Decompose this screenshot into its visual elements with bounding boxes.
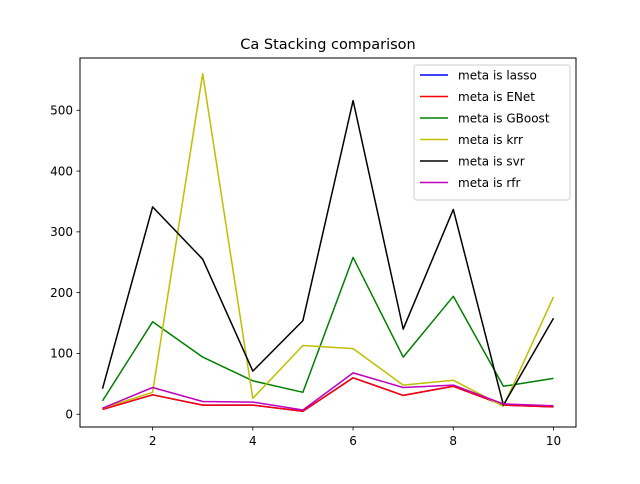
y-axis: 0 100 200 300 400 500 bbox=[50, 104, 80, 422]
series-layer bbox=[101, 73, 555, 412]
x-tick-label-2: 6 bbox=[349, 434, 357, 448]
y-tick-label-2: 200 bbox=[50, 286, 73, 300]
legend-label-2: meta is GBoost bbox=[458, 112, 550, 126]
legend-label-0: meta is lasso bbox=[458, 69, 537, 83]
y-tick-label-4: 400 bbox=[50, 164, 73, 178]
legend: meta is lasso meta is ENet meta is GBoost m… bbox=[413, 64, 571, 201]
series-line-1 bbox=[102, 377, 554, 412]
y-tick-label-0: 0 bbox=[65, 408, 73, 422]
x-tick-label-1: 4 bbox=[249, 434, 257, 448]
y-tick-label-1: 100 bbox=[50, 347, 73, 361]
x-axis: 2 4 6 8 10 bbox=[149, 427, 561, 448]
x-tick-label-4: 10 bbox=[546, 434, 561, 448]
legend-label-3: meta is krr bbox=[458, 133, 523, 147]
legend-label-5: meta is rfr bbox=[458, 176, 521, 190]
series-line-2 bbox=[101, 256, 554, 402]
y-tick-label-5: 500 bbox=[50, 104, 73, 118]
plot-frame bbox=[79, 57, 577, 428]
chart-title: Ca Stacking comparison bbox=[240, 37, 415, 53]
y-tick-label-3: 300 bbox=[50, 225, 73, 239]
x-tick-label-0: 2 bbox=[149, 434, 157, 448]
series-line-5 bbox=[102, 372, 554, 411]
legend-label-1: meta is ENet bbox=[458, 90, 535, 104]
legend-box bbox=[413, 64, 571, 201]
legend-label-4: meta is svr bbox=[458, 155, 525, 169]
series-line-4 bbox=[101, 99, 555, 406]
x-tick-label-3: 8 bbox=[449, 434, 457, 448]
